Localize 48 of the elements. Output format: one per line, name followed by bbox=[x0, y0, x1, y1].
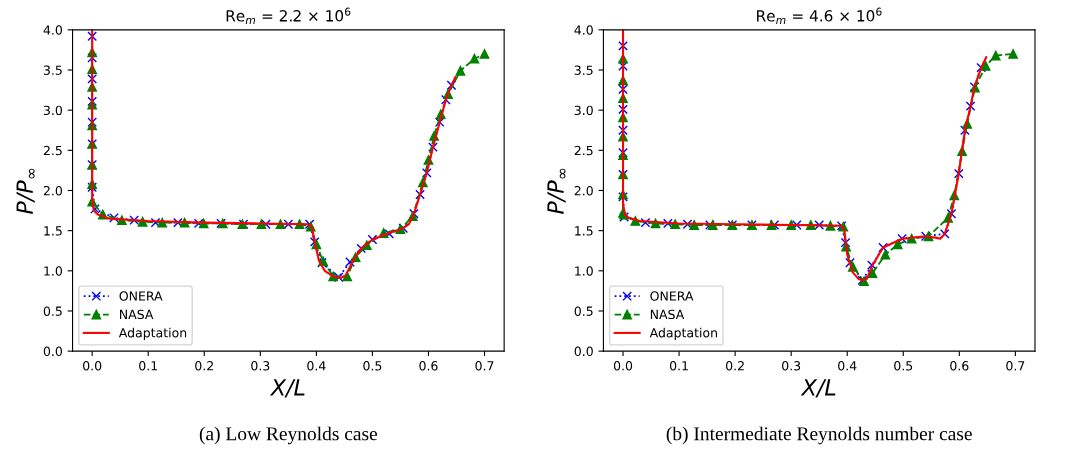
y-tick-label: 2.5 bbox=[574, 145, 593, 156]
y-tick-label: 2.5 bbox=[43, 145, 62, 156]
legend-label: ONERA bbox=[650, 291, 694, 301]
y-tick-label: 1.5 bbox=[44, 226, 62, 236]
y-tick-label: 2.0 bbox=[574, 185, 593, 196]
legend-label: NASA bbox=[650, 309, 685, 320]
text: (b) Intermediate Reynolds number case bbox=[666, 426, 972, 445]
x-tick-label: 0.1 bbox=[139, 361, 158, 371]
x-tick-label: 0.7 bbox=[475, 361, 494, 371]
x-tick-label: 0.0 bbox=[83, 361, 102, 371]
x-tick-label: 0.0 bbox=[613, 361, 633, 371]
y-tick-label: 4.0 bbox=[574, 25, 593, 35]
x-tick-label: 0.6 bbox=[419, 361, 438, 371]
x-tick-label: 0.6 bbox=[950, 361, 969, 371]
y-tick-label: 3.5 bbox=[574, 65, 593, 75]
legend-label: Adaptation bbox=[118, 327, 187, 340]
y-tick-label: 3.0 bbox=[574, 105, 593, 116]
legend-label: NASA bbox=[120, 309, 154, 320]
x-tick-label: 0.4 bbox=[307, 361, 326, 371]
y-tick-label: 1.5 bbox=[575, 226, 593, 236]
x-tick-label: 0.3 bbox=[251, 361, 270, 371]
x-tick-label: 0.4 bbox=[838, 361, 857, 371]
x-tick-label: 0.2 bbox=[726, 361, 744, 371]
y-tick-label: 3.5 bbox=[43, 65, 62, 75]
y-axis-title: P/P$_{∞}$ bbox=[547, 168, 566, 214]
legend-label: Adaptation bbox=[649, 327, 717, 340]
x-axis-title: X/L bbox=[269, 379, 305, 398]
y-tick-label: 4.0 bbox=[43, 25, 62, 35]
chart-title: Re$_{m}$ = 4.6 × 10$^{6}$ bbox=[757, 7, 882, 24]
chart-title: Re$_{m}$ = 2.2 × 10$^{6}$ bbox=[226, 7, 351, 24]
x-tick-label: 0.5 bbox=[894, 361, 913, 371]
y-tick-label: 0.0 bbox=[43, 346, 62, 357]
x-axis-title: X/L bbox=[800, 379, 836, 398]
y-tick-label: 2.0 bbox=[43, 185, 62, 196]
text: (a) Low Reynolds case bbox=[199, 426, 378, 445]
x-tick-label: 0.5 bbox=[363, 361, 382, 371]
y-tick-label: 0.5 bbox=[574, 306, 593, 316]
x-tick-label: 0.7 bbox=[1006, 361, 1025, 371]
legend-label: ONERA bbox=[119, 291, 163, 301]
y-tick-label: 0.0 bbox=[574, 346, 593, 357]
y-tick-label: 1.0 bbox=[44, 266, 62, 276]
y-axis-title: P/P$_{∞}$ bbox=[16, 168, 35, 214]
x-tick-label: 0.2 bbox=[195, 361, 213, 371]
y-tick-label: 0.5 bbox=[43, 306, 62, 316]
x-tick-label: 0.3 bbox=[782, 361, 801, 371]
x-tick-label: 0.1 bbox=[669, 361, 688, 371]
y-tick-label: 1.0 bbox=[575, 266, 593, 276]
y-tick-label: 3.0 bbox=[43, 105, 62, 116]
